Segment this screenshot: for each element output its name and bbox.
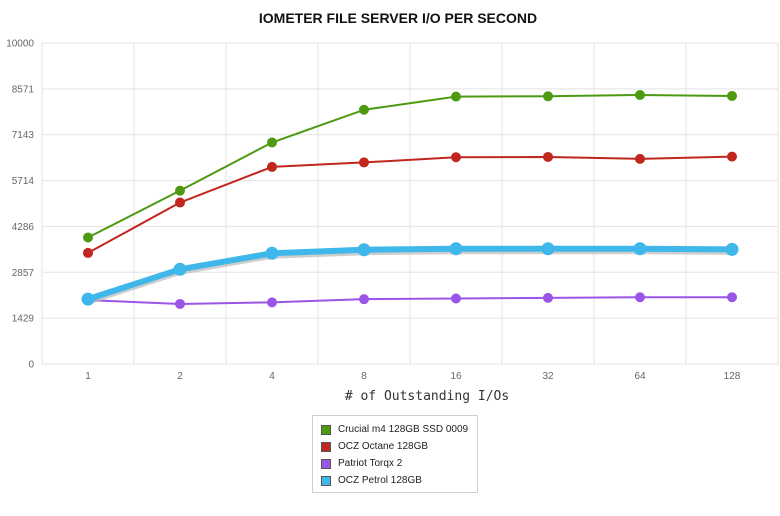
y-tick-label: 10000 — [6, 39, 34, 50]
data-point — [451, 91, 461, 102]
data-point — [359, 104, 369, 115]
x-axis-ticks: 1 2 4 8 16 32 64 128 — [85, 371, 741, 382]
y-tick-label: 7143 — [12, 130, 35, 141]
legend-label: Crucial m4 128GB SSD 0009 — [338, 424, 469, 435]
x-tick-label: 2 — [177, 371, 183, 382]
y-tick-label: 2857 — [12, 268, 35, 279]
y-axis-ticks: 0 1429 2857 4286 5714 7143 8571 10000 — [6, 39, 34, 371]
data-point — [633, 242, 647, 256]
y-tick-label: 0 — [28, 360, 34, 371]
x-tick-label: 64 — [634, 371, 646, 382]
legend-item: OCZ Octane 128GB — [321, 438, 477, 455]
data-point — [725, 242, 739, 256]
legend-swatch — [321, 458, 331, 469]
x-tick-label: 1 — [85, 371, 91, 382]
data-point — [267, 297, 277, 308]
legend-swatch — [321, 424, 331, 435]
data-point — [173, 262, 187, 276]
data-point — [357, 243, 371, 257]
x-axis-label: # of Outstanding I/Os — [345, 389, 509, 404]
data-point — [543, 151, 553, 162]
chart-legend: Crucial m4 128GB SSD 0009 OCZ Octane 128G… — [312, 415, 478, 493]
y-tick-label: 4286 — [12, 222, 35, 233]
y-tick-label: 5714 — [12, 176, 35, 187]
data-point — [451, 293, 461, 304]
legend-item: Crucial m4 128GB SSD 0009 — [321, 421, 477, 438]
data-point — [83, 232, 93, 243]
data-point — [543, 91, 553, 102]
legend-swatch — [321, 475, 331, 486]
data-point — [265, 246, 279, 260]
data-point — [727, 90, 737, 101]
data-point — [451, 152, 461, 163]
data-point — [175, 185, 185, 196]
data-point — [359, 294, 369, 305]
data-point — [83, 247, 93, 258]
x-tick-label: 16 — [450, 371, 462, 382]
series-points — [81, 90, 739, 309]
chart-title: IOMETER FILE SERVER I/O PER SECOND — [259, 10, 537, 26]
data-point — [175, 197, 185, 208]
data-point — [635, 292, 645, 303]
x-tick-label: 128 — [724, 371, 741, 382]
data-point — [449, 242, 463, 256]
legend-label: Patriot Torqx 2 — [338, 458, 403, 469]
y-tick-label: 1429 — [12, 314, 35, 325]
x-tick-label: 32 — [542, 371, 554, 382]
data-point — [175, 298, 185, 309]
data-point — [541, 242, 555, 256]
data-point — [359, 157, 369, 168]
data-point — [543, 292, 553, 303]
data-point — [267, 137, 277, 148]
legend-item: OCZ Petrol 128GB — [321, 472, 477, 489]
legend-swatch — [321, 441, 331, 452]
series-line — [87, 155, 733, 254]
data-point — [635, 90, 645, 101]
y-tick-label: 8571 — [12, 84, 35, 95]
legend-label: OCZ Octane 128GB — [338, 441, 429, 452]
x-tick-label: 8 — [361, 371, 367, 382]
data-point — [727, 151, 737, 162]
data-point — [81, 292, 95, 306]
chart-grid — [41, 42, 779, 365]
series-line — [87, 296, 733, 305]
legend-item: Patriot Torqx 2 — [321, 455, 477, 472]
data-point — [635, 153, 645, 164]
legend-label: OCZ Petrol 128GB — [338, 475, 422, 486]
data-point — [727, 292, 737, 303]
series-line — [85, 245, 735, 303]
x-tick-label: 4 — [269, 371, 275, 382]
series-lines — [84, 94, 736, 305]
data-point — [267, 161, 277, 172]
series-line — [87, 94, 733, 239]
